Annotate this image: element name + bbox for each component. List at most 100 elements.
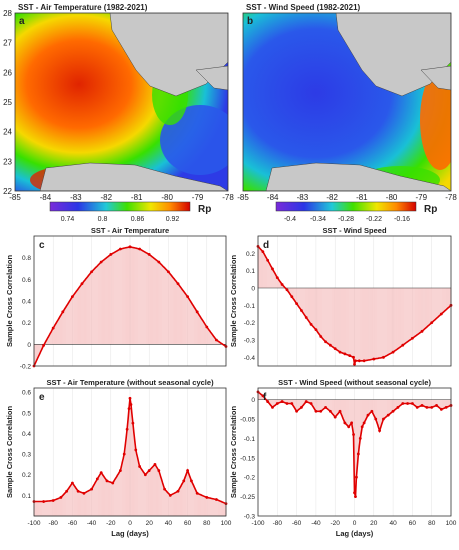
data-point [309, 323, 313, 326]
data-point [420, 404, 424, 407]
colorbar-tick-label: -0.28 [338, 216, 354, 223]
y-tick-label: -0.3 [244, 514, 256, 521]
x-axis-label: Lag (days) [111, 529, 149, 538]
tick-label: 25 [3, 98, 12, 107]
data-point [333, 415, 337, 419]
data-point [314, 409, 318, 413]
map-b-colorbar [275, 201, 417, 212]
y-axis-label: Sample Cross Correlation [229, 406, 238, 499]
data-point [295, 302, 298, 305]
tick-label: 27 [3, 39, 12, 48]
data-point [362, 421, 366, 425]
data-point [128, 396, 132, 400]
y-tick-label: 0 [27, 342, 31, 349]
map-b-colorbar-label: Rp [424, 204, 437, 215]
data-point [90, 487, 93, 491]
map-a-x-ticks: -85 -84 -83 -82 -81 -80 -79 -78 [9, 193, 234, 202]
data-point [314, 328, 318, 331]
panel-letter: f [263, 392, 267, 403]
panel-title: SST - Wind Speed (without seasonal cycle… [278, 378, 431, 387]
data-point [319, 409, 323, 413]
data-point [105, 479, 109, 483]
data-point [370, 409, 374, 413]
x-tick-label: 60 [409, 520, 417, 527]
data-point [90, 270, 93, 274]
data-point [51, 499, 55, 502]
x-tick-label: 80 [203, 520, 211, 527]
panel-f: -0.3 -0.25 -0.2 -0.15 -0.1 -0.05 0 -100 -80 -60 -4… [229, 378, 457, 538]
map-a-colorbar [49, 201, 191, 212]
data-point [134, 448, 138, 452]
map-b-colorbar-ticks: -0.4 -0.34 -0.28 -0.22 -0.16 [284, 216, 410, 223]
data-point [324, 405, 327, 409]
data-point [65, 489, 69, 493]
data-point [119, 247, 122, 251]
data-point [143, 473, 147, 477]
x-tick-label: 0 [353, 520, 357, 527]
data-point [347, 425, 351, 429]
y-tick-label: 0.4 [22, 299, 31, 306]
data-point [205, 496, 209, 499]
y-tick-label: 0 [251, 286, 255, 293]
colorbar-tick-label: 0.8 [98, 216, 108, 223]
x-tick-label: 20 [146, 520, 154, 527]
map-b-x-ticks: -85 -84 -83 -82 -81 -80 -79 -78 [237, 193, 457, 202]
x-tick-label: 100 [446, 520, 457, 527]
data-point [99, 471, 103, 475]
data-point [275, 402, 279, 405]
tick-label: -78 [222, 193, 234, 202]
data-point [366, 413, 370, 417]
data-point [131, 421, 135, 425]
data-point [95, 477, 99, 481]
data-point [343, 421, 347, 425]
data-point [439, 312, 443, 316]
x-tick-label: 60 [184, 520, 192, 527]
data-point [61, 310, 65, 314]
y-tick-label: -0.25 [240, 494, 255, 501]
data-point [304, 400, 308, 403]
panel-title: SST - Air Temperature (without seasonal … [46, 378, 214, 387]
y-tick-label: 0.1 [22, 493, 31, 500]
x-tick-label: -40 [87, 520, 97, 527]
data-point [338, 350, 342, 354]
data-point [51, 326, 55, 330]
colorbar-tick-label: 0.86 [131, 216, 145, 223]
data-point [122, 452, 126, 456]
data-point [129, 403, 133, 406]
panel-d: -0.4 -0.3 -0.2 -0.1 0 0.1 0.2 SST - Wind Speed d… [229, 226, 453, 367]
data-point [430, 405, 434, 409]
data-point [333, 347, 337, 351]
y-tick-label: 0 [251, 397, 255, 404]
data-point [309, 402, 313, 405]
tick-label: 22 [3, 187, 12, 196]
data-point [357, 359, 361, 363]
data-point [391, 350, 395, 354]
y-tick-label: 0.1 [246, 268, 255, 275]
x-tick-label: 40 [165, 520, 173, 527]
y-axis-label: Sample Cross Correlation [5, 406, 14, 499]
data-point [186, 295, 190, 299]
panel-letter: c [39, 240, 45, 251]
data-point [328, 409, 332, 413]
colorbar-tick-label: -0.22 [366, 216, 382, 223]
data-point [285, 288, 289, 292]
data-point [127, 407, 131, 411]
data-point [182, 479, 186, 483]
data-point [354, 495, 357, 499]
data-point [352, 355, 355, 359]
map-a-land-florida [109, 13, 228, 97]
y-tick-label: -0.4 [244, 355, 256, 362]
data-point [280, 283, 284, 286]
map-b-orange-patch [420, 70, 451, 170]
colorbar-tick-label: 0.92 [166, 216, 180, 223]
panel-letter: e [39, 392, 45, 403]
tick-label: -82 [101, 193, 113, 202]
data-point [300, 309, 303, 312]
data-point [128, 245, 132, 249]
data-point [328, 343, 332, 347]
data-point [261, 394, 265, 398]
tick-label: -83 [70, 193, 82, 202]
data-point [295, 409, 298, 413]
map-a-colorbar-label: Rp [198, 204, 211, 215]
